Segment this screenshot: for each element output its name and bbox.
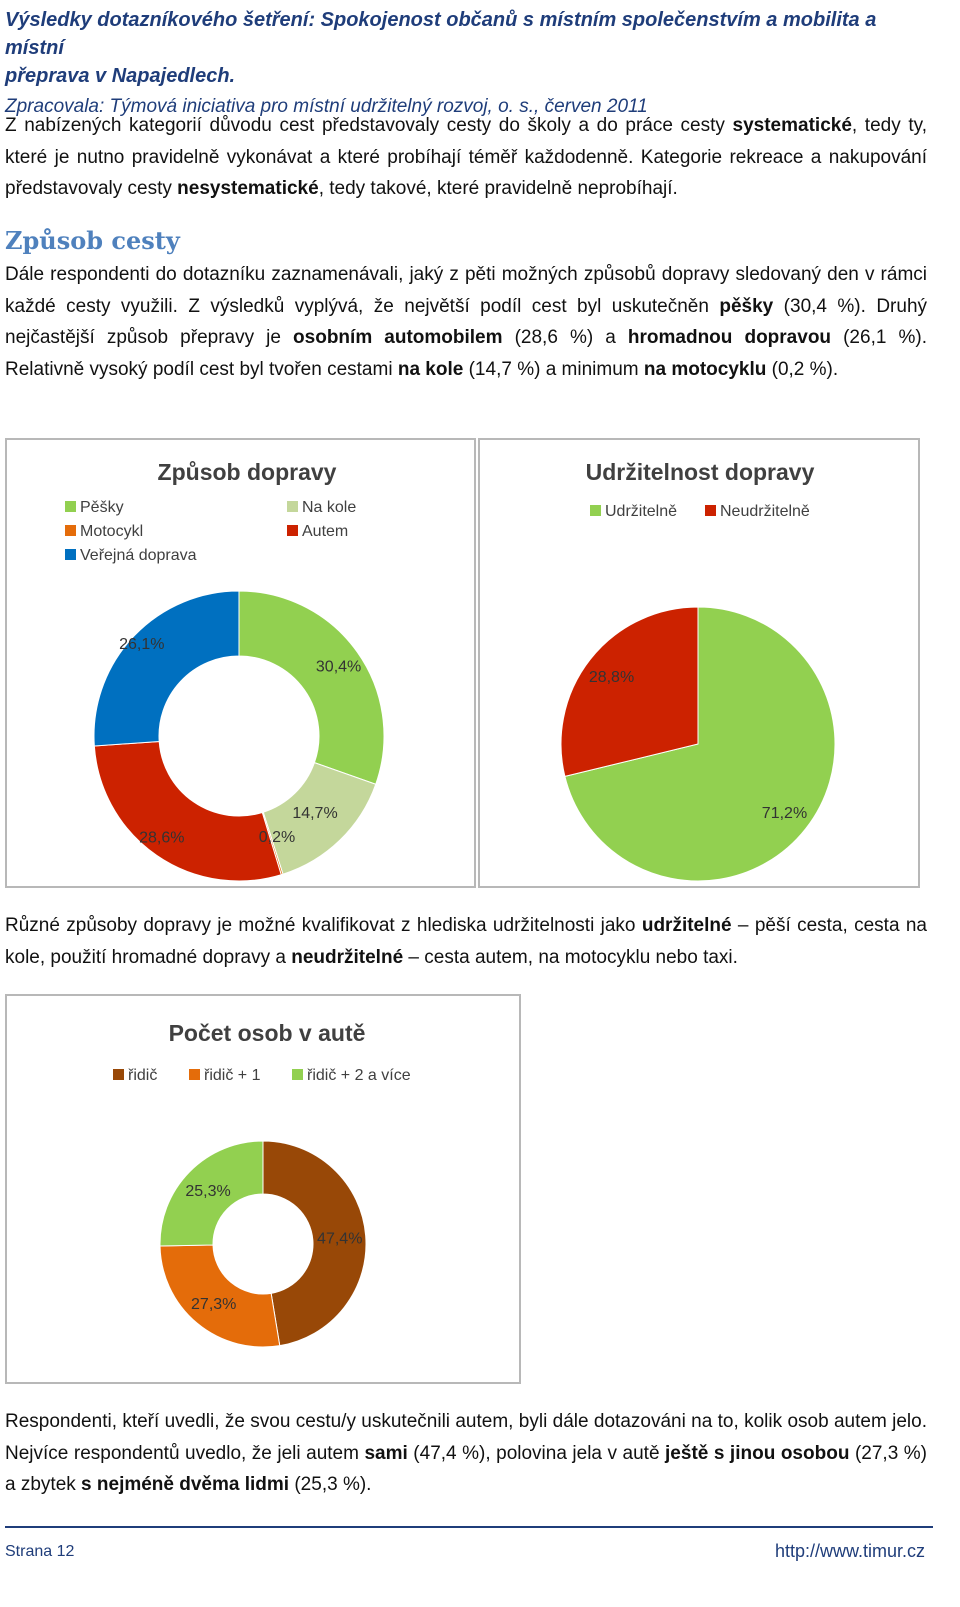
slice-ridic-1 [159,1244,281,1348]
section-text-5: (14,7 %) a minimum [463,358,644,380]
chart-slices [560,606,836,882]
chart-labels: 71,2% 28,8% [589,669,807,822]
section-bold-2: osobním automobilem [293,327,503,348]
legend-label-udrzitelne: Udržitelně [605,503,677,520]
legend-swatch-ridic-2-a-vice [292,1069,303,1080]
legend-label-autem: Autem [302,523,348,540]
legend-swatch-pesky [65,501,76,512]
section-text-2: (30,4 %). Druhý nejčastější způsob přepr… [5,295,928,349]
page-header: Výsledky dotazníkového šetření: Spokojen… [5,6,935,121]
mid-bold-1: udržitelné [641,915,732,936]
section-text-6: (0,2 %). [766,358,839,380]
legend-label-neudrzitelne: Neudržitelně [720,503,810,520]
legend-swatch-verejna-doprava [65,549,76,560]
chart-title: Způsob dopravy [158,459,337,485]
data-label-ridic-1: 27,3% [191,1296,236,1313]
intro-text-3: , tedy takové, které pravidelně neprobíh… [318,178,678,199]
chart-udrzitelnost-dopravy: Udržitelnost dopravy Udržitelně Neudržite… [478,438,920,888]
data-label-ridic: 47,4% [317,1231,362,1248]
chart-pocet-osob: Počet osob v autě řidič řidič + 1 řidič + … [5,994,521,1384]
legend-swatch-udrzitelne [590,505,601,516]
chart-pocet-osob-svg: Počet osob v autě řidič řidič + 1 řidič + … [113,1020,411,1348]
chart-legend: Udržitelně Neudržitelně [590,503,810,520]
chart-title: Počet osob v autě [169,1020,366,1046]
legend-label-ridic-1: řidič + 1 [204,1067,261,1084]
chart-zpusob-dopravy-svg: Způsob dopravy Pěšky Na kole Motocykl Autem… [65,459,385,882]
footer-url-link[interactable]: http://www.timur.cz [774,1541,925,1561]
section-text-3: (28,6 %) a [502,327,628,348]
slice-ridic-2-a-vice [159,1140,264,1247]
legend-label-ridic: řidič [128,1067,157,1084]
closing-text-4: (25,3 %). [289,1474,372,1495]
mid-paragraph: Různé způsoby dopravy je možné kvalifiko… [5,910,927,973]
closing-bold-1: sami [364,1442,408,1464]
intro-bold-2: nesystematické [177,178,319,199]
slice-pesky [238,590,385,785]
intro-text-2: , tedy ty, které je nutno pravidelně vyk… [5,115,927,199]
legend-label-na-kole: Na kole [302,499,356,516]
slice-neudrzitelne [560,606,699,778]
legend-label-pesky: Pěšky [80,499,124,516]
header-title-line1: Výsledky dotazníkového šetření: Spokojen… [5,9,877,59]
data-label-pesky: 30,4% [316,659,361,676]
section-paragraph: Dále respondenti do dotazníku zaznamenáv… [5,259,927,385]
chart-labels: 30,4% 14,7% 0,2% 28,6% 26,1% [119,636,361,847]
legend-swatch-ridic [113,1069,124,1080]
legend-label-ridic-2-a-vice: řidič + 2 a více [307,1067,411,1084]
header-subtitle: Zpracovala: Týmová iniciativa pro místní… [5,96,648,117]
closing-text-2: (47,4 %), polovina jela v autě [407,1442,666,1464]
footer-page-number: Strana 12 [5,1543,75,1560]
slice-udrzitelne [564,606,836,882]
slice-ridic [262,1140,367,1347]
intro-paragraph: Z nabízených kategorií důvodu cest předs… [5,110,927,205]
mid-text-3: – cesta autem, na motocyklu nebo taxi. [403,946,738,968]
slice-autem [93,740,282,882]
data-label-autem: 28,6% [139,829,184,846]
legend-swatch-autem [287,525,298,536]
section-bold-3: hromadnou dopravou [627,327,832,348]
data-label-verejna-doprava: 26,1% [119,636,164,653]
intro-text-1: Z nabízených kategorií důvodu cest předs… [5,115,733,136]
chart-zpusob-dopravy: Způsob dopravy Pěšky Na kole Motocykl Autem… [5,438,476,888]
chart-slices [93,590,385,882]
chart-slices [159,1140,367,1348]
data-label-neudrzitelne: 28,8% [589,669,634,686]
section-bold-5: na motocyklu [643,358,767,380]
intro-bold-1: systematické [732,115,852,136]
legend-swatch-motocykl [65,525,76,536]
section-bold-1: pěšky [719,295,774,317]
mid-text-1: Různé způsoby dopravy je možné kvalifiko… [5,915,642,936]
section-text-1: Dále respondenti do dotazníku zaznamenáv… [5,264,927,317]
data-label-ridic-2-a-vice: 25,3% [185,1183,230,1200]
legend-swatch-neudrzitelne [705,505,716,516]
legend-label-motocykl: Motocykl [80,523,143,540]
mid-bold-2: neudržitelné [291,946,404,968]
closing-text-3: (27,3 %) a zbytek [5,1442,927,1496]
chart-legend: řidič řidič + 1 řidič + 2 a více [113,1067,411,1084]
chart-labels: 47,4% 27,3% 25,3% [185,1183,362,1313]
legend-swatch-ridic-1 [189,1069,200,1080]
closing-bold-3: s nejméně dvěma lidmi [81,1474,290,1495]
section-bold-4: na kole [397,358,464,380]
mid-text-2: – pěší cesta, cesta na kole, použití hro… [5,915,927,968]
slice-verejna-doprava [93,590,240,747]
closing-text-1: Respondenti, kteří uvedli, že svou cestu… [5,1411,927,1464]
legend-label-verejna-doprava: Veřejná doprava [80,547,197,564]
closing-bold-2: ještě s jinou osobou [665,1442,850,1464]
section-text-4: (26,1 %). Relativně vysoký podíl cest by… [5,327,927,380]
data-label-motocykl: 0,2% [259,829,295,846]
data-label-udrzitelne: 71,2% [762,805,807,822]
chart-title: Udržitelnost dopravy [586,459,815,485]
header-title-line2: přeprava v Napajedlech. [5,65,236,87]
data-label-na-kole: 14,7% [292,805,337,822]
legend-swatch-na-kole [287,501,298,512]
section-heading: Způsob cesty [5,226,180,255]
header-title: Výsledky dotazníkového šetření: Spokojen… [5,6,935,90]
chart-udrzitelnost-dopravy-svg: Udržitelnost dopravy Udržitelně Neudržite… [560,459,836,882]
closing-paragraph: Respondenti, kteří uvedli, že svou cestu… [5,1406,927,1501]
footer-divider [5,1526,933,1528]
chart-legend: Pěšky Na kole Motocykl Autem Veřejná doprava [65,499,356,564]
